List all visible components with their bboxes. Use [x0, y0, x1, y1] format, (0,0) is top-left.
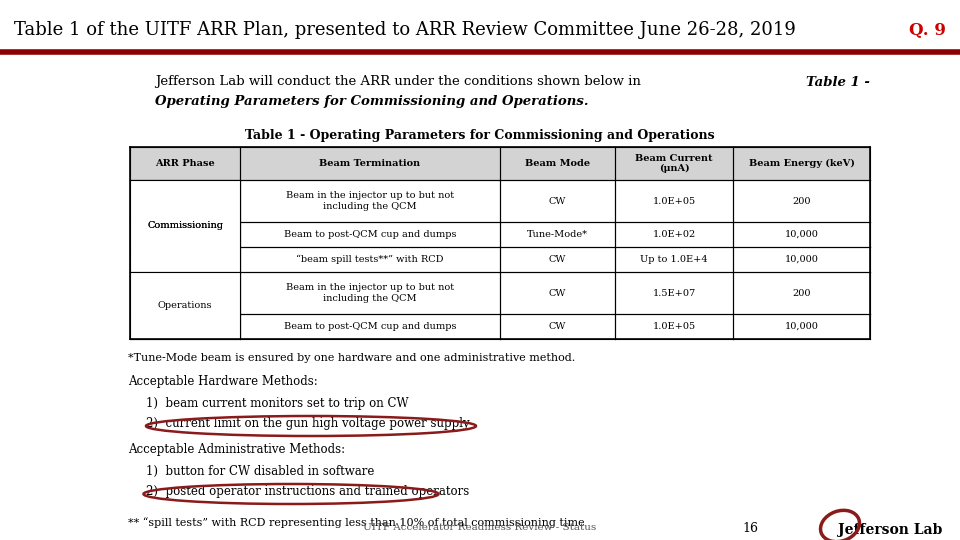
Bar	[733, 147, 870, 180]
Bar	[240, 272, 500, 314]
Text: Beam Mode: Beam Mode	[525, 159, 589, 168]
Text: Beam Energy (keV): Beam Energy (keV)	[749, 159, 854, 168]
Bar	[614, 314, 733, 339]
Text: 2)  posted operator instructions and trained operators: 2) posted operator instructions and trai…	[146, 485, 469, 498]
Bar	[614, 272, 733, 314]
Bar	[614, 247, 733, 272]
Bar	[240, 314, 500, 339]
Bar	[500, 180, 614, 222]
Text: Q. 9: Q. 9	[909, 22, 946, 38]
Text: 200: 200	[792, 197, 811, 206]
Text: CW: CW	[548, 255, 566, 264]
Text: 1.0E+05: 1.0E+05	[653, 197, 696, 206]
Text: Operations: Operations	[157, 301, 212, 310]
Text: Table 1 of the UITF ARR Plan, presented to ARR Review Committee June 26-28, 2019: Table 1 of the UITF ARR Plan, presented …	[14, 21, 796, 39]
Text: Table 1 - Operating Parameters for Commissioning and Operations: Table 1 - Operating Parameters for Commi…	[245, 130, 715, 143]
Text: 10,000: 10,000	[784, 322, 819, 331]
Bar	[500, 147, 614, 180]
Text: *Tune-Mode beam is ensured by one hardware and one administrative method.: *Tune-Mode beam is ensured by one hardwa…	[128, 353, 575, 363]
Text: 1)  button for CW disabled in software: 1) button for CW disabled in software	[146, 465, 374, 478]
Text: Beam in the injector up to but not
including the QCM: Beam in the injector up to but not inclu…	[286, 284, 454, 303]
Bar	[733, 222, 870, 247]
Bar	[240, 222, 500, 247]
Text: UITF Accelerator Readiness Review - Status: UITF Accelerator Readiness Review - Stat…	[364, 523, 596, 532]
Bar	[614, 222, 733, 247]
Text: Commissioning: Commissioning	[147, 221, 223, 231]
Text: Beam to post-QCM cup and dumps: Beam to post-QCM cup and dumps	[284, 322, 456, 331]
Bar	[130, 147, 240, 180]
Bar	[240, 247, 500, 272]
Bar	[240, 147, 500, 180]
Bar	[614, 180, 733, 222]
Text: Tune-Mode*: Tune-Mode*	[527, 230, 588, 239]
Bar	[130, 247, 240, 272]
Text: Jefferson Lab: Jefferson Lab	[838, 523, 942, 537]
Text: 1)  beam current monitors set to trip on CW: 1) beam current monitors set to trip on …	[146, 397, 409, 410]
Text: 16: 16	[742, 522, 758, 535]
Text: 10,000: 10,000	[784, 230, 819, 239]
Text: Beam Current
(μnA): Beam Current (μnA)	[636, 154, 712, 173]
Text: CW: CW	[548, 197, 566, 206]
Bar	[130, 314, 240, 339]
Text: Acceptable Administrative Methods:: Acceptable Administrative Methods:	[128, 443, 346, 456]
Text: 1.5E+07: 1.5E+07	[653, 288, 696, 298]
Text: Commissioning: Commissioning	[147, 221, 223, 231]
Bar	[733, 247, 870, 272]
Bar	[500, 314, 614, 339]
Bar	[130, 222, 240, 247]
Bar	[500, 222, 614, 247]
Bar	[733, 272, 870, 314]
Bar	[733, 314, 870, 339]
Text: “beam spill tests**” with RCD: “beam spill tests**” with RCD	[297, 255, 444, 264]
Text: Beam Termination: Beam Termination	[320, 159, 420, 168]
Bar	[500, 247, 614, 272]
Bar	[130, 272, 240, 339]
Text: Beam in the injector up to but not
including the QCM: Beam in the injector up to but not inclu…	[286, 191, 454, 211]
Text: Operating Parameters for Commissioning and Operations.: Operating Parameters for Commissioning a…	[155, 94, 588, 107]
Text: Acceptable Hardware Methods:: Acceptable Hardware Methods:	[128, 375, 318, 388]
Bar	[240, 180, 500, 222]
Bar	[130, 272, 240, 314]
Bar	[733, 180, 870, 222]
Text: 10,000: 10,000	[784, 255, 819, 264]
Text: ** “spill tests” with RCD representing less than 10% of total commissioning time: ** “spill tests” with RCD representing l…	[128, 517, 585, 528]
Text: 1.0E+05: 1.0E+05	[653, 322, 696, 331]
Text: 1.0E+02: 1.0E+02	[653, 230, 696, 239]
Text: Up to 1.0E+4: Up to 1.0E+4	[640, 255, 708, 264]
Text: Beam to post-QCM cup and dumps: Beam to post-QCM cup and dumps	[284, 230, 456, 239]
Bar	[614, 147, 733, 180]
Text: CW: CW	[548, 288, 566, 298]
Text: 200: 200	[792, 288, 811, 298]
Text: 2)  current limit on the gun high voltage power supply: 2) current limit on the gun high voltage…	[146, 417, 469, 430]
Text: ARR Phase: ARR Phase	[156, 159, 215, 168]
Bar	[500, 272, 614, 314]
Bar	[130, 180, 240, 222]
Text: Table 1 -: Table 1 -	[806, 76, 870, 89]
Bar	[130, 180, 240, 272]
Text: CW: CW	[548, 322, 566, 331]
Text: Jefferson Lab will conduct the ARR under the conditions shown below in: Jefferson Lab will conduct the ARR under…	[155, 76, 645, 89]
